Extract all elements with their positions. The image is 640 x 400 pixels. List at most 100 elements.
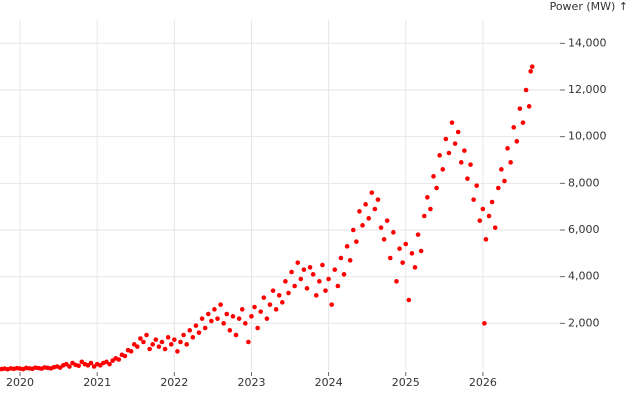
point (517, 106, 523, 111)
x-tick-label: 2026 (469, 376, 497, 389)
x-tick-label: 2022 (160, 376, 188, 389)
point (357, 209, 362, 214)
point (505, 146, 510, 151)
point (246, 339, 251, 345)
point (350, 227, 356, 233)
point (261, 295, 267, 300)
point (341, 272, 347, 277)
point (477, 218, 483, 223)
point (332, 267, 338, 272)
point (202, 325, 208, 331)
point (187, 328, 193, 333)
y-tick-label: 4,000 (568, 270, 600, 283)
point (528, 69, 533, 74)
point (446, 150, 452, 156)
point (175, 349, 180, 354)
point (452, 141, 458, 146)
point (313, 293, 319, 298)
point (391, 230, 396, 235)
y-tick-label: 2,000 (568, 316, 600, 329)
point (153, 337, 159, 342)
point (264, 316, 270, 321)
point (323, 288, 328, 293)
point (397, 246, 402, 251)
point (338, 255, 344, 261)
point (409, 251, 415, 256)
point (107, 361, 112, 367)
point (181, 332, 186, 338)
point (67, 364, 72, 369)
point (329, 302, 334, 307)
point (172, 337, 177, 342)
point (273, 307, 279, 312)
point (128, 349, 134, 354)
point (326, 276, 331, 282)
point (458, 160, 464, 165)
point (156, 344, 162, 349)
point (403, 241, 409, 247)
point (474, 183, 479, 188)
point (381, 237, 387, 242)
point (443, 136, 449, 142)
point (347, 258, 353, 263)
point (280, 300, 285, 305)
point (298, 276, 304, 282)
y-axis-label: Power (MW) ↑ (550, 0, 628, 13)
point (511, 125, 517, 130)
point (428, 206, 433, 212)
point (292, 283, 297, 289)
point (499, 167, 504, 172)
point (236, 316, 242, 321)
point (255, 325, 260, 331)
point (317, 279, 322, 284)
point (267, 302, 273, 307)
point (384, 218, 390, 223)
point (462, 148, 467, 153)
y-tick-label: 6,000 (568, 223, 600, 236)
point (372, 206, 378, 212)
x-tick-label: 2020 (6, 376, 34, 389)
point (304, 286, 310, 291)
point (437, 153, 442, 158)
point (199, 316, 205, 321)
point (144, 332, 149, 338)
point (523, 87, 529, 93)
point (415, 232, 421, 237)
point (431, 174, 436, 179)
point (492, 225, 498, 230)
point (252, 304, 257, 310)
point (482, 321, 487, 326)
point (289, 269, 294, 275)
point (449, 120, 455, 125)
point (455, 129, 461, 135)
point (406, 297, 412, 303)
point (196, 330, 202, 335)
point (138, 336, 143, 341)
point (141, 339, 146, 345)
point (215, 316, 220, 321)
point (147, 346, 152, 352)
point (88, 360, 94, 366)
point (388, 255, 393, 261)
point (520, 120, 526, 125)
point (239, 307, 245, 312)
point (366, 216, 372, 221)
point (471, 197, 476, 202)
y-tick-label: 14,000 (568, 36, 607, 49)
point (122, 353, 128, 359)
point (224, 311, 230, 317)
point (193, 323, 199, 328)
x-tick-label: 2025 (392, 376, 420, 389)
point (307, 265, 313, 270)
point (159, 339, 165, 345)
point (344, 244, 350, 249)
point (150, 342, 156, 347)
point (221, 321, 226, 326)
point (276, 293, 282, 298)
point (165, 335, 171, 340)
point (205, 311, 211, 317)
point (310, 272, 316, 277)
point (375, 197, 381, 202)
point (378, 225, 384, 230)
point (190, 335, 196, 340)
